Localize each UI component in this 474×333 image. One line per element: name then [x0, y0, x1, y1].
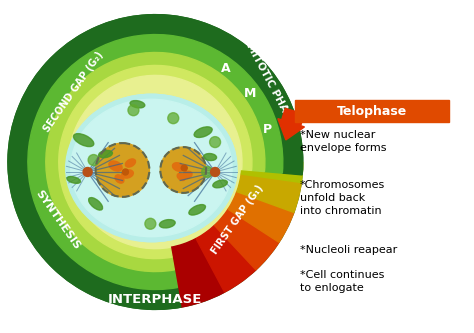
FancyArrow shape	[278, 108, 304, 140]
Wedge shape	[228, 192, 294, 242]
Text: A: A	[221, 62, 230, 75]
FancyBboxPatch shape	[295, 100, 449, 122]
Text: *New nuclear
envelope forms: *New nuclear envelope forms	[300, 130, 386, 154]
Circle shape	[128, 105, 139, 116]
Wedge shape	[214, 209, 279, 270]
Ellipse shape	[173, 163, 184, 171]
Circle shape	[83, 167, 92, 176]
Ellipse shape	[89, 197, 102, 210]
Circle shape	[160, 147, 206, 193]
Circle shape	[69, 75, 242, 249]
Ellipse shape	[204, 154, 217, 161]
Ellipse shape	[99, 151, 112, 158]
Ellipse shape	[66, 94, 237, 242]
Ellipse shape	[109, 161, 122, 171]
Ellipse shape	[194, 127, 212, 138]
Wedge shape	[241, 162, 303, 182]
Ellipse shape	[115, 175, 124, 183]
Circle shape	[122, 169, 128, 175]
Ellipse shape	[126, 159, 136, 167]
Text: *Nucleoli reapear: *Nucleoli reapear	[300, 245, 397, 255]
Circle shape	[210, 137, 220, 148]
Wedge shape	[69, 75, 242, 249]
Ellipse shape	[182, 171, 192, 179]
Wedge shape	[237, 174, 301, 212]
Circle shape	[96, 143, 149, 197]
Text: P: P	[263, 123, 273, 136]
Circle shape	[59, 65, 252, 259]
Text: MITOTIC PHASE: MITOTIC PHASE	[244, 42, 296, 127]
Text: SYNTHESIS: SYNTHESIS	[34, 188, 82, 251]
Ellipse shape	[122, 170, 133, 178]
Wedge shape	[46, 53, 265, 271]
Text: INTERPHASE: INTERPHASE	[108, 293, 202, 306]
Ellipse shape	[67, 176, 81, 183]
Ellipse shape	[213, 180, 228, 188]
Circle shape	[46, 53, 265, 271]
Circle shape	[181, 165, 187, 171]
Text: Telophase: Telophase	[337, 105, 407, 118]
Circle shape	[168, 113, 179, 124]
Wedge shape	[28, 35, 283, 289]
Ellipse shape	[130, 101, 145, 108]
Circle shape	[201, 166, 213, 177]
Wedge shape	[196, 225, 256, 292]
Ellipse shape	[71, 99, 232, 237]
Circle shape	[145, 218, 156, 229]
Wedge shape	[170, 238, 225, 307]
Ellipse shape	[177, 173, 185, 180]
Circle shape	[210, 167, 219, 176]
Circle shape	[88, 155, 99, 166]
Text: *Cell continues
to enlogate: *Cell continues to enlogate	[300, 270, 384, 293]
Ellipse shape	[71, 99, 232, 237]
Ellipse shape	[73, 134, 94, 147]
Text: M: M	[244, 87, 256, 100]
Text: FIRST GAP (G₁): FIRST GAP (G₁)	[210, 183, 264, 256]
Ellipse shape	[159, 219, 175, 228]
Text: *Chromosomes
unfold back
into chromatin: *Chromosomes unfold back into chromatin	[300, 180, 385, 216]
Wedge shape	[59, 65, 252, 259]
Text: SECOND GAP (G₂): SECOND GAP (G₂)	[42, 50, 105, 135]
Wedge shape	[8, 15, 303, 309]
Circle shape	[28, 35, 283, 289]
Ellipse shape	[189, 204, 205, 215]
Ellipse shape	[66, 94, 237, 242]
Circle shape	[8, 15, 303, 309]
